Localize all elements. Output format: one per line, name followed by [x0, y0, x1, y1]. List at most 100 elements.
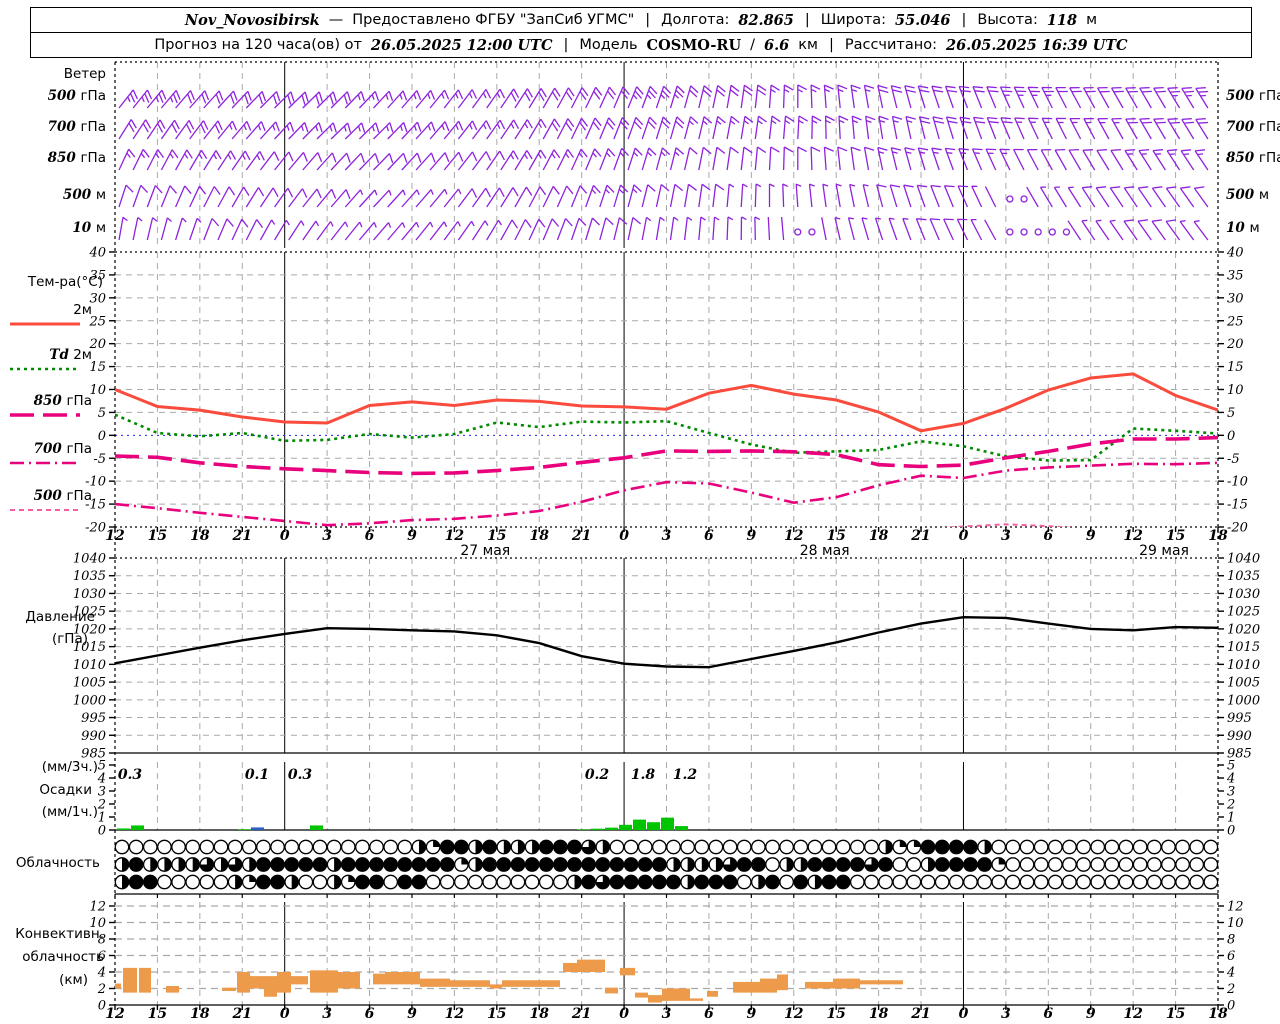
wind-barb-icon	[1139, 86, 1152, 109]
cloud-cover-icon	[298, 839, 314, 855]
y-tick-label: 5	[1227, 759, 1235, 774]
wind-barb-icon	[641, 216, 652, 241]
wind-barb-icon	[160, 217, 172, 241]
wind-barb-icon	[556, 185, 574, 208]
y-tick-label: 12	[1227, 900, 1244, 915]
wind-barb-icon	[245, 219, 264, 241]
cloud-cover-icon	[934, 874, 950, 890]
calm-wind-icon	[808, 228, 816, 236]
wind-barb-icon	[838, 115, 849, 140]
wind-barb-icon	[1067, 186, 1082, 208]
text-segment: 850	[1226, 150, 1259, 166]
y-tick-label: 10	[1227, 383, 1244, 398]
y-tick-label: 1025	[73, 605, 106, 620]
wind-barb-icon	[401, 221, 420, 241]
text-segment: м	[1258, 187, 1270, 203]
convective-cloud-bar	[605, 987, 618, 994]
y-tick-label: 4	[1226, 966, 1235, 981]
y-tick-label: 12	[89, 900, 106, 915]
convective-cloud-bar	[310, 970, 338, 993]
precip-bar	[591, 828, 604, 830]
wind-barb-icon	[971, 185, 983, 208]
cloud-cover-icon	[1005, 857, 1021, 872]
wind-barb-icon	[958, 148, 969, 171]
text-segment: 2м	[73, 302, 92, 318]
wind-barb-icon	[387, 189, 406, 208]
x-hour-label: 9	[407, 528, 417, 544]
y-tick-label: 1030	[73, 587, 106, 602]
wind-barb-icon	[850, 146, 861, 171]
wind-level-label: 500 м	[63, 187, 106, 203]
wind-barb-icon	[613, 86, 630, 109]
wind-barb-icon	[415, 121, 436, 140]
wind-barb-icon	[585, 117, 602, 140]
text-segment: гПа	[80, 150, 106, 166]
cloud-cover-icon	[892, 857, 908, 872]
y-tick-label: 3	[98, 785, 106, 800]
wind-barb-icon	[863, 84, 875, 109]
series-td	[115, 413, 1218, 462]
cloud-cover-icon	[340, 839, 356, 855]
series-t850	[115, 435, 1218, 476]
cloud-cover-icon	[256, 839, 271, 855]
wind-barb-icon	[500, 119, 520, 140]
cloud-cover-icon	[298, 874, 314, 890]
wind-barb-icon	[288, 151, 308, 171]
wind-barb-icon	[726, 216, 734, 241]
wind-barb-icon	[862, 183, 870, 208]
precip-3h-sum: 0.3	[118, 767, 143, 783]
x-hour-label-bottom: 0	[280, 1006, 290, 1022]
wind-barb-icon	[726, 146, 739, 171]
wind-barb-icon	[754, 146, 767, 171]
cloud-cover-icon	[694, 839, 710, 855]
wind-barb-icon	[189, 120, 209, 140]
cloud-panel-title: Облачность	[16, 855, 100, 871]
wind-barb-icon	[878, 115, 889, 140]
x-hour-label: 18	[869, 528, 889, 544]
wind-barb-icon	[795, 183, 802, 208]
x-hour-label: 3	[1001, 528, 1011, 544]
y-tick-label: -20	[1227, 521, 1248, 536]
wind-barb-icon	[570, 87, 589, 109]
wind-barb-icon	[500, 150, 519, 171]
wind-barb-icon	[528, 149, 547, 171]
cloud-cover-icon	[637, 839, 653, 855]
wind-barb-icon	[931, 147, 942, 171]
y-tick-label: 8	[98, 933, 106, 948]
wind-barb-icon	[585, 184, 601, 208]
cloud-cover-icon	[1090, 839, 1106, 855]
wind-barb-icon	[1014, 117, 1025, 140]
wind-barb-icon	[373, 189, 392, 208]
cloud-cover-icon	[977, 874, 992, 890]
wind-barb-icon	[288, 220, 305, 241]
cloud-cover-icon	[454, 874, 469, 890]
wind-barb-icon	[683, 85, 699, 109]
wind-barb-icon	[387, 122, 408, 140]
x-hour-label-bottom: 3	[322, 1006, 332, 1022]
y-tick-label: 6	[1227, 949, 1235, 964]
wind-barb-icon	[373, 122, 394, 140]
wind-barb-icon	[904, 85, 916, 109]
cloud-cover-icon	[1118, 857, 1134, 872]
wind-barb-icon	[613, 217, 628, 241]
wind-barb-icon	[585, 148, 602, 171]
wind-barb-icon	[1083, 117, 1096, 140]
precip-panel-title: Осадки	[39, 782, 92, 798]
wind-barb-icon	[890, 147, 902, 171]
wind-barb-icon	[1109, 219, 1124, 241]
convective-cloud-bar	[690, 998, 703, 1001]
wind-barb-icon	[585, 217, 600, 241]
wind-barb-icon	[1180, 149, 1195, 171]
cloud-cover-icon	[1203, 874, 1219, 890]
wind-level-label: 850 гПа	[1226, 150, 1280, 166]
text-segment: облачность	[22, 949, 104, 965]
cloud-cover-icon	[1132, 857, 1148, 872]
cloud-cover-icon	[1005, 839, 1021, 855]
wind-barb-icon	[888, 217, 898, 241]
text-segment: гПа	[1258, 88, 1280, 104]
wind-barb-icon	[358, 122, 380, 140]
text-segment: 500	[33, 488, 67, 504]
x-hour-label: 21	[910, 528, 930, 544]
precip-bar	[131, 825, 144, 830]
x-hour-label: 15	[826, 528, 845, 544]
